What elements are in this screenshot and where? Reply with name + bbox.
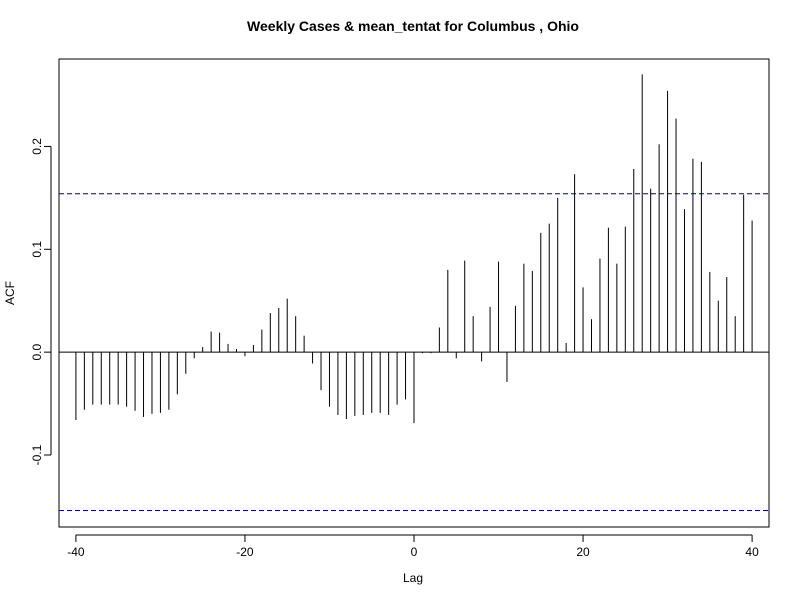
x-tick-label: 20	[576, 545, 590, 559]
x-tick-label: 40	[745, 545, 759, 559]
x-axis-label: Lag	[403, 571, 423, 585]
y-tick-label: 0.2	[30, 138, 44, 155]
y-axis-label: ACF	[3, 281, 17, 305]
x-tick-label: -20	[236, 545, 254, 559]
y-tick-label: 0.0	[30, 343, 44, 360]
y-tick-label: -0.1	[30, 444, 44, 465]
x-axis: -40 -20 0 20 40	[67, 534, 759, 559]
acf-bars	[75, 74, 753, 424]
chart-title: Weekly Cases & mean_tentat for Columbus …	[247, 18, 579, 34]
x-tick-label: -40	[67, 545, 85, 559]
x-tick-label: 0	[411, 545, 418, 559]
y-axis: -0.1 0.0 0.1 0.2	[30, 138, 52, 465]
y-tick-label: 0.1	[30, 241, 44, 258]
plot-frame	[58, 58, 770, 528]
